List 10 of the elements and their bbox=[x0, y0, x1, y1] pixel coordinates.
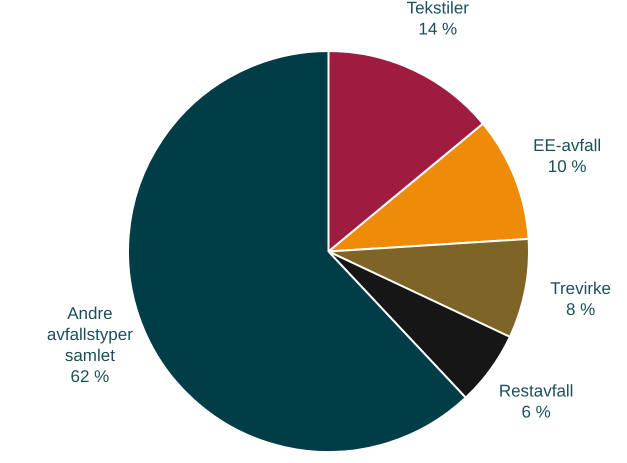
slice-label: EE-avfall bbox=[533, 136, 602, 156]
slice-label: Trevirke bbox=[550, 278, 611, 298]
data-label: 6 % bbox=[521, 402, 551, 422]
data-label: 10 % bbox=[548, 157, 586, 176]
slice-label: Andre avfallstyper samlet bbox=[46, 304, 134, 366]
data-label: 8 % bbox=[566, 300, 596, 319]
data-label: 62 % bbox=[70, 367, 110, 386]
slice-label: Tekstiler bbox=[406, 0, 470, 18]
slice-label: Restavfall bbox=[498, 382, 574, 401]
data-label: 14 % bbox=[418, 19, 458, 38]
